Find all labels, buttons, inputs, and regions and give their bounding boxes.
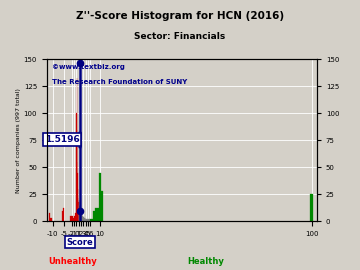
Bar — [88, 219, 89, 221]
Bar — [63, 208, 64, 221]
Bar — [99, 173, 101, 221]
Bar — [62, 211, 63, 221]
Bar — [90, 219, 91, 221]
Bar — [86, 219, 87, 221]
Text: Unhealthy: Unhealthy — [48, 257, 97, 266]
Y-axis label: Number of companies (997 total): Number of companies (997 total) — [16, 88, 21, 193]
Bar — [72, 216, 73, 221]
Bar — [71, 216, 72, 221]
Bar — [87, 219, 88, 221]
Bar — [101, 191, 103, 221]
Text: The Research Foundation of SUNY: The Research Foundation of SUNY — [52, 79, 188, 85]
Bar — [74, 216, 75, 221]
Text: 1.5196: 1.5196 — [45, 135, 80, 144]
Bar — [310, 194, 313, 221]
Bar — [49, 213, 50, 221]
Bar — [89, 219, 90, 221]
Text: Score: Score — [67, 238, 93, 247]
Bar — [73, 218, 74, 221]
Bar — [75, 213, 76, 221]
Bar — [50, 218, 51, 221]
Text: ©www.textbiz.org: ©www.textbiz.org — [52, 64, 125, 70]
Text: Sector: Financials: Sector: Financials — [134, 32, 226, 41]
Bar — [91, 219, 93, 221]
Bar — [95, 208, 99, 221]
Text: Z''-Score Histogram for HCN (2016): Z''-Score Histogram for HCN (2016) — [76, 11, 284, 21]
Bar — [93, 211, 95, 221]
Text: Healthy: Healthy — [188, 257, 224, 266]
